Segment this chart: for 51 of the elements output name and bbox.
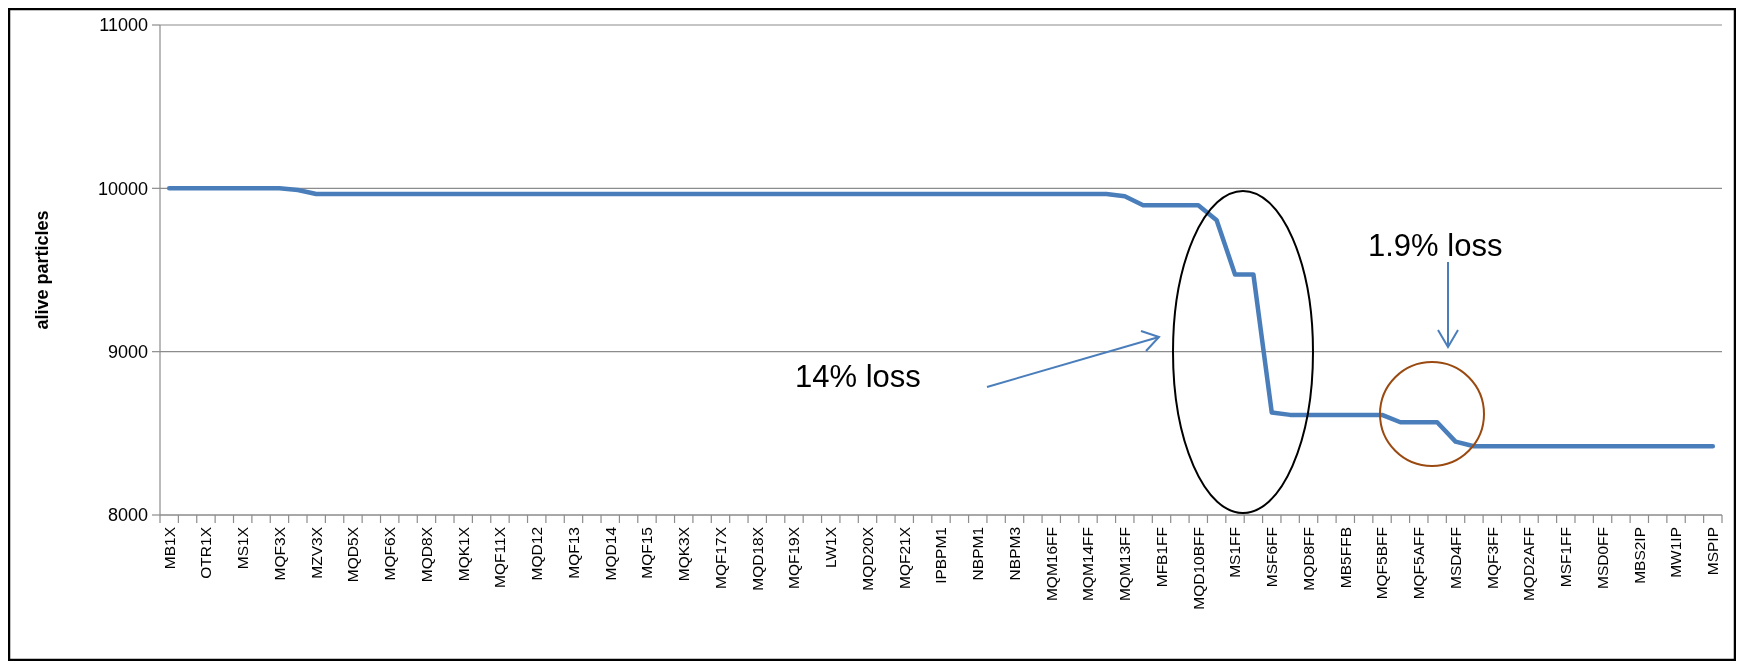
y-tick-label: 8000 (107, 505, 148, 526)
x-tick-label: MQD20X (858, 526, 876, 591)
x-tick-label: MZV3X (307, 526, 325, 579)
x-tick-label: NBPM1 (969, 527, 987, 581)
x-tick-label: MQK1X (454, 526, 472, 582)
x-tick-label: MW1IP (1667, 527, 1685, 578)
x-tick-label: MQF5AFF (1410, 527, 1428, 600)
x-tick-label: OTR1X (197, 526, 215, 579)
annotation: 14% loss (795, 359, 921, 394)
x-tick-label: MFB1FF (1152, 527, 1170, 588)
x-tick-label: MQD10BFF (1189, 527, 1207, 610)
x-tick-label: MQF6X (381, 526, 399, 581)
x-tick-label: IPBPM1 (932, 527, 950, 584)
x-tick-label: MB1X (160, 526, 178, 570)
x-tick-label: MSF1FF (1557, 527, 1575, 588)
y-axis-title: alive particles (32, 210, 52, 330)
x-tick-label: MQF11X (491, 526, 509, 588)
x-tick-label: MSD0FF (1593, 527, 1611, 589)
x-tick-label: MQF3FF (1483, 527, 1501, 589)
x-tick-label: MSF6FF (1263, 527, 1281, 588)
x-tick-label: MSPIP (1704, 527, 1722, 576)
x-tick-label: MQF19X (785, 526, 803, 590)
x-tick-label: MQF3X (270, 526, 288, 581)
x-tick-label: MQF13 (564, 527, 582, 579)
x-tick-label: MQD5X (344, 526, 362, 583)
x-tick-label: NBPM3 (1005, 527, 1023, 581)
x-tick-label: MQD14 (601, 526, 619, 581)
x-tick-label: MQM16FF (1042, 527, 1060, 602)
y-tick-label: 10000 (97, 178, 148, 199)
x-tick-label: MQD2AFF (1520, 527, 1538, 602)
x-tick-label: MSD4FF (1446, 527, 1464, 589)
x-tick-label: MQM14FF (1079, 527, 1097, 602)
x-tick-label: MQD8FF (1299, 527, 1317, 591)
x-tick-label: MQF5BFF (1373, 527, 1391, 600)
x-tick-label: MQK3X (675, 526, 693, 582)
x-tick-label: MQM13FF (1116, 527, 1134, 602)
x-tick-label: MQD8X (417, 526, 435, 583)
x-tick-label: MQF17X (711, 526, 729, 590)
annotation: 1.9% loss (1368, 228, 1503, 263)
x-tick-label: LW1X (822, 526, 840, 569)
x-tick-label: MS1FF (1226, 527, 1244, 578)
line-series (166, 186, 1716, 449)
x-tick-label: MS1X (234, 526, 252, 570)
x-tick-label: MB5FFB (1336, 527, 1354, 589)
x-tick-label: MQD18X (748, 526, 766, 591)
x-tick-label: MQF15 (638, 527, 656, 579)
y-tick-label: 11000 (99, 15, 148, 36)
x-tick-label: MBS2IP (1630, 527, 1648, 584)
y-tick-label: 9000 (107, 341, 148, 362)
x-tick-label: MQF21X (895, 526, 913, 590)
x-tick-label: MQD12 (528, 527, 546, 581)
